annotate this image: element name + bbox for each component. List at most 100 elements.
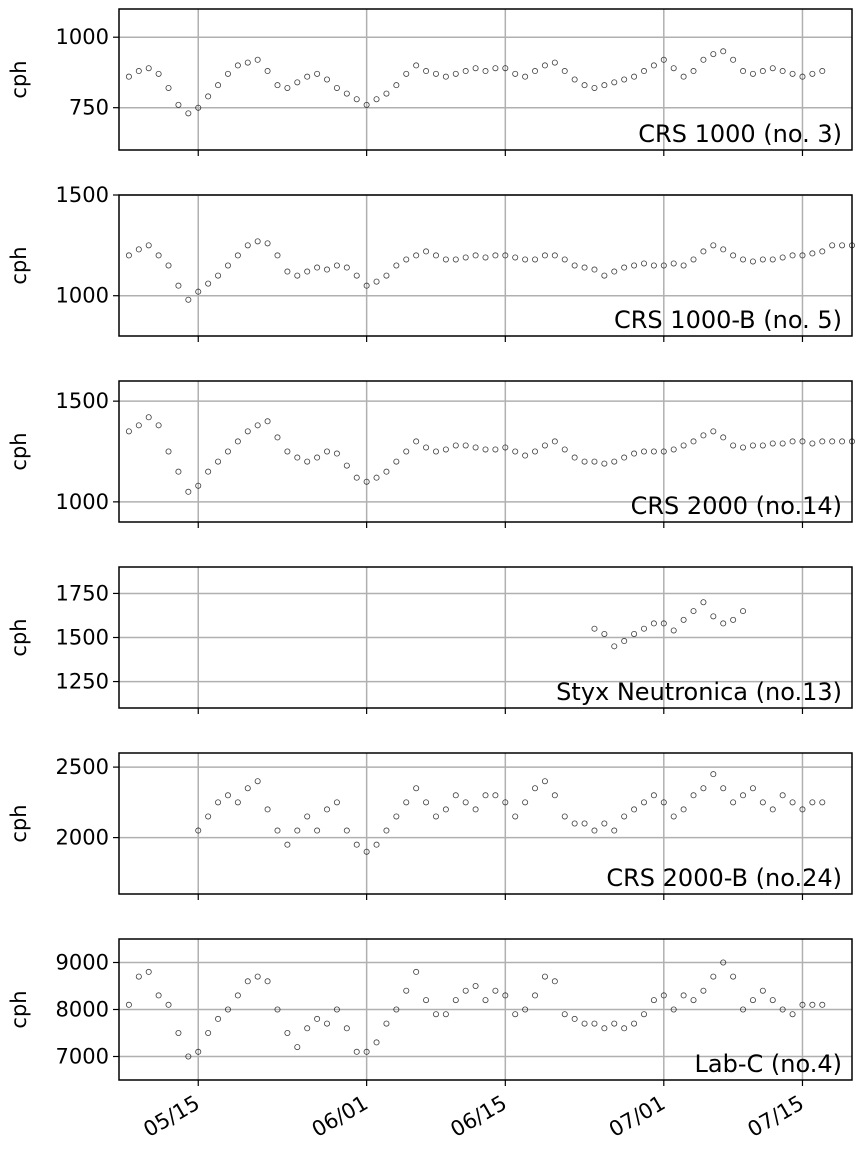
data-point — [304, 1025, 311, 1032]
y-axis-label: cph — [7, 618, 31, 656]
data-point — [720, 959, 727, 966]
x-tick-label: 05/15 — [139, 1091, 203, 1142]
data-point — [393, 813, 400, 820]
y-tick-label: 1750 — [56, 581, 109, 605]
data-point — [720, 785, 727, 792]
y-axis-label: cph — [7, 246, 31, 284]
data-point — [403, 70, 410, 77]
data-point — [195, 104, 202, 111]
data-point — [353, 474, 360, 481]
data-point — [195, 482, 202, 489]
data-point — [571, 262, 578, 269]
data-point — [294, 79, 301, 86]
data-point — [621, 76, 628, 83]
data-point — [769, 997, 776, 1004]
data-point — [591, 458, 598, 465]
data-point — [621, 638, 628, 645]
data-point — [512, 254, 519, 261]
data-point — [680, 992, 687, 999]
data-point — [769, 806, 776, 813]
data-point — [314, 264, 321, 271]
data-point — [205, 93, 212, 100]
data-point — [125, 1001, 132, 1008]
data-point — [789, 70, 796, 77]
data-point — [522, 73, 529, 80]
data-point — [185, 110, 192, 117]
data-point — [432, 1011, 439, 1018]
data-point — [591, 625, 598, 632]
x-tick-label: 06/01 — [308, 1091, 372, 1142]
data-point — [809, 440, 816, 447]
data-point — [452, 70, 459, 77]
y-tick-label: 1000 — [56, 25, 109, 49]
data-point — [640, 68, 647, 75]
data-point — [502, 444, 509, 451]
data-point — [839, 438, 846, 445]
data-point — [423, 68, 430, 75]
data-point — [472, 252, 479, 259]
data-point — [551, 59, 558, 66]
data-point — [650, 792, 657, 799]
data-point — [294, 827, 301, 834]
data-point — [700, 248, 707, 255]
data-point — [234, 992, 241, 999]
data-point — [333, 84, 340, 91]
data-point — [819, 438, 826, 445]
data-point — [581, 1020, 588, 1027]
data-point — [125, 252, 132, 259]
data-point — [284, 1030, 291, 1037]
data-point — [740, 608, 747, 615]
data-point — [363, 101, 370, 108]
data-point — [324, 448, 331, 455]
data-point — [304, 813, 311, 820]
data-point — [314, 827, 321, 834]
data-point — [591, 1020, 598, 1027]
data-point — [749, 258, 756, 265]
y-tick-label: 1000 — [56, 490, 109, 514]
data-point — [205, 1030, 212, 1037]
data-point — [423, 444, 430, 451]
data-point — [393, 262, 400, 269]
data-point — [135, 246, 142, 253]
data-point — [224, 70, 231, 77]
data-point — [294, 1044, 301, 1051]
data-point — [353, 841, 360, 848]
data-point — [274, 827, 281, 834]
data-point — [769, 440, 776, 447]
data-point — [522, 452, 529, 459]
axes-frame — [118, 566, 853, 709]
axes-frame — [118, 380, 853, 523]
data-point — [413, 438, 420, 445]
data-point — [541, 778, 548, 785]
data-point — [324, 266, 331, 273]
data-point — [472, 65, 479, 72]
data-point — [442, 806, 449, 813]
data-point — [353, 1048, 360, 1055]
data-point — [432, 448, 439, 455]
data-point — [442, 73, 449, 80]
data-point — [700, 785, 707, 792]
data-point — [145, 65, 152, 72]
data-point — [551, 438, 558, 445]
annotation: CRS 2000 (no.14) — [631, 492, 842, 520]
axes-frame — [118, 752, 853, 895]
data-point — [195, 288, 202, 295]
data-point — [492, 987, 499, 994]
data-point — [413, 252, 420, 259]
data-point — [621, 454, 628, 461]
data-point — [631, 630, 638, 637]
data-point — [789, 799, 796, 806]
data-point — [571, 820, 578, 827]
data-point — [789, 252, 796, 259]
data-point — [264, 68, 271, 75]
data-point — [730, 442, 737, 449]
data-point — [779, 440, 786, 447]
y-axis-label: cph — [7, 990, 31, 1028]
data-point — [660, 799, 667, 806]
data-point — [789, 438, 796, 445]
data-point — [304, 268, 311, 275]
data-point — [224, 792, 231, 799]
data-point — [789, 1011, 796, 1018]
data-point — [165, 84, 172, 91]
data-point — [561, 1011, 568, 1018]
